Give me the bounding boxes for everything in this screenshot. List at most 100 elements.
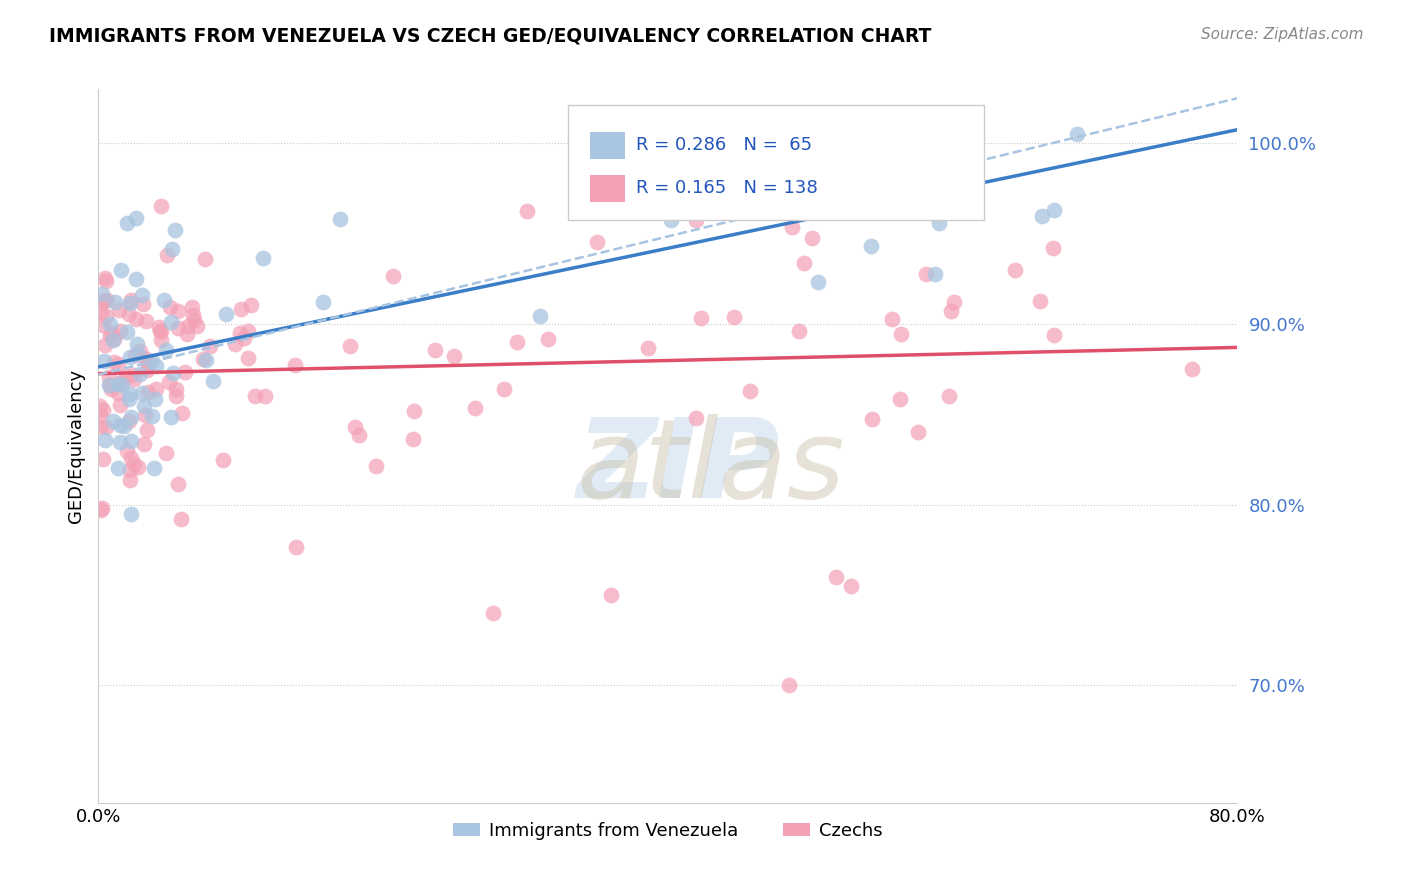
Point xyxy=(96,293,118,308)
Point xyxy=(924,267,946,281)
Point xyxy=(240,298,263,312)
Point xyxy=(232,331,254,345)
Point xyxy=(366,459,388,474)
Point xyxy=(443,349,465,363)
Point xyxy=(135,313,157,327)
Point xyxy=(801,231,824,245)
Point xyxy=(938,389,960,403)
Point xyxy=(157,375,180,389)
Point xyxy=(127,346,149,360)
Point xyxy=(928,216,950,230)
Point xyxy=(111,375,134,389)
Point xyxy=(93,354,115,368)
Point xyxy=(124,348,146,362)
Point xyxy=(381,268,404,283)
Point xyxy=(236,324,259,338)
Point xyxy=(914,267,936,281)
FancyBboxPatch shape xyxy=(591,175,624,202)
Text: Source: ZipAtlas.com: Source: ZipAtlas.com xyxy=(1201,27,1364,42)
Point xyxy=(839,579,862,593)
Point xyxy=(129,367,152,381)
Point xyxy=(404,404,426,418)
Point xyxy=(1029,294,1052,309)
Point xyxy=(890,327,912,342)
Point xyxy=(110,398,132,412)
Point xyxy=(793,256,815,270)
Point xyxy=(186,318,208,333)
Point xyxy=(165,382,187,396)
Point xyxy=(108,417,131,432)
Point xyxy=(600,588,623,602)
Point xyxy=(229,301,252,316)
Point xyxy=(862,412,884,426)
Point xyxy=(740,128,762,142)
Text: IMMIGRANTS FROM VENEZUELA VS CZECH GED/EQUIVALENCY CORRELATION CHART: IMMIGRANTS FROM VENEZUELA VS CZECH GED/E… xyxy=(49,27,932,45)
Point xyxy=(90,503,112,517)
Point xyxy=(329,212,352,227)
Point xyxy=(98,328,121,343)
Point xyxy=(224,337,246,351)
Point xyxy=(125,272,148,286)
Point xyxy=(160,242,183,256)
Point xyxy=(586,235,609,249)
Point xyxy=(122,368,145,383)
Point xyxy=(425,343,447,357)
Point xyxy=(98,377,121,392)
Text: atlas: atlas xyxy=(576,414,845,521)
Point xyxy=(825,570,848,584)
Point xyxy=(163,223,186,237)
Point xyxy=(529,309,551,323)
Point xyxy=(107,461,129,475)
Point xyxy=(911,205,934,219)
Point xyxy=(236,351,259,365)
Point xyxy=(166,477,188,491)
Point xyxy=(125,312,148,326)
Point xyxy=(685,213,707,227)
Point xyxy=(124,457,146,471)
Point xyxy=(122,372,145,386)
Point xyxy=(167,321,190,335)
Point xyxy=(98,317,121,331)
Point xyxy=(194,252,217,267)
Point xyxy=(89,399,111,413)
Point xyxy=(100,326,122,341)
Point xyxy=(110,263,132,277)
Point xyxy=(145,359,167,373)
Point xyxy=(104,295,127,310)
Point xyxy=(143,461,166,475)
Point xyxy=(94,274,117,288)
Point xyxy=(176,326,198,341)
Point xyxy=(118,392,141,407)
Point xyxy=(112,419,135,434)
Point xyxy=(103,332,125,346)
Point xyxy=(778,678,800,692)
Point xyxy=(94,433,117,447)
Point xyxy=(492,382,515,396)
Point xyxy=(252,251,274,265)
Point xyxy=(183,309,205,323)
Point xyxy=(198,339,221,353)
Point xyxy=(872,128,894,142)
Point xyxy=(807,276,830,290)
Point xyxy=(1043,202,1066,217)
Point xyxy=(195,352,218,367)
Point xyxy=(402,432,425,446)
Point xyxy=(285,540,308,554)
Point xyxy=(132,297,155,311)
Point xyxy=(143,392,166,407)
Point xyxy=(125,211,148,226)
Point xyxy=(108,434,131,449)
Point xyxy=(165,389,187,403)
Point xyxy=(134,408,156,422)
Text: R = 0.286   N =  65: R = 0.286 N = 65 xyxy=(636,136,813,153)
Point xyxy=(1042,241,1064,255)
Point xyxy=(215,308,238,322)
Point xyxy=(860,239,883,253)
Point xyxy=(91,452,114,467)
Point xyxy=(920,180,942,194)
Point xyxy=(141,409,163,423)
Point xyxy=(107,386,129,401)
Legend: Immigrants from Venezuela, Czechs: Immigrants from Venezuela, Czechs xyxy=(446,815,890,847)
Point xyxy=(537,332,560,346)
FancyBboxPatch shape xyxy=(568,105,984,219)
